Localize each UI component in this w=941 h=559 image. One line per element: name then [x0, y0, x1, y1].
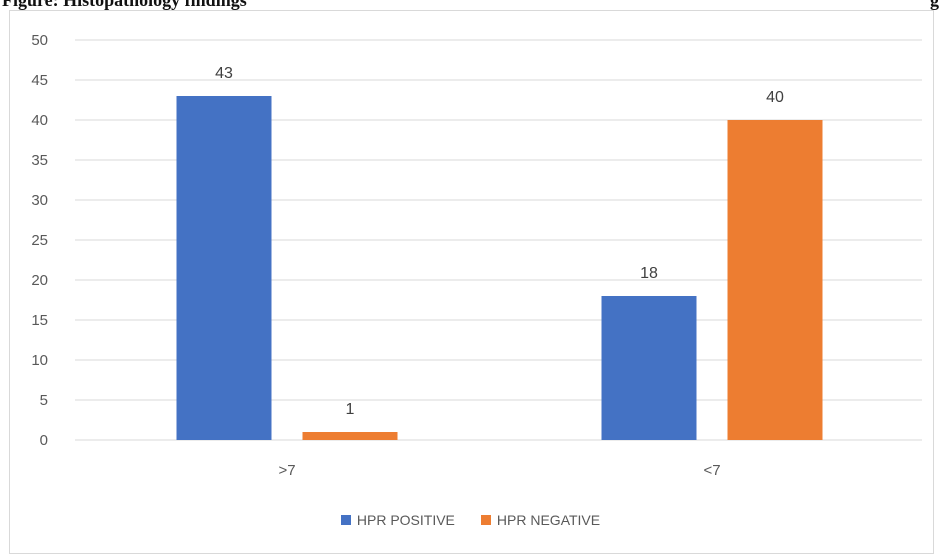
- x-tick-label: >7: [278, 462, 295, 479]
- clipped-caption: Figure: Histopathology findings g: [0, 0, 941, 10]
- data-label: 18: [640, 265, 658, 282]
- legend-label-hpr-positive: HPR POSITIVE: [356, 512, 455, 528]
- y-tick-label: 20: [31, 272, 48, 289]
- legend-swatch-hpr-positive: [340, 515, 351, 525]
- y-tick-label: 30: [31, 192, 48, 209]
- caption-right-text: g: [930, 0, 939, 10]
- caption-text: Figure: Histopathology findings: [2, 0, 247, 10]
- legend-label-hpr-negative: HPR NEGATIVE: [496, 512, 601, 528]
- data-label: 1: [346, 401, 355, 418]
- y-tick-label: 40: [31, 112, 48, 129]
- y-tick-label: 50: [31, 32, 48, 49]
- y-tick-label: 35: [31, 152, 48, 169]
- bar-hpr-negative: [727, 120, 823, 440]
- bar-hpr-positive: [601, 296, 697, 440]
- bar-hpr-positive: [176, 96, 272, 440]
- y-tick-label: 15: [31, 312, 48, 329]
- legend-item-hpr-negative: HPR NEGATIVE: [480, 512, 601, 528]
- y-tick-label: 45: [31, 72, 48, 89]
- data-label: 40: [766, 89, 784, 106]
- data-label: 43: [215, 65, 233, 82]
- chart-legend: HPR POSITIVE HPR NEGATIVE: [0, 512, 941, 528]
- y-tick-label: 25: [31, 232, 48, 249]
- x-tick-label: <7: [703, 462, 720, 479]
- legend-item-hpr-positive: HPR POSITIVE: [340, 512, 455, 528]
- y-tick-label: 0: [40, 432, 48, 449]
- y-tick-label: 10: [31, 352, 48, 369]
- bar-hpr-negative: [302, 432, 398, 440]
- legend-swatch-hpr-negative: [480, 515, 491, 525]
- y-tick-label: 5: [40, 392, 48, 409]
